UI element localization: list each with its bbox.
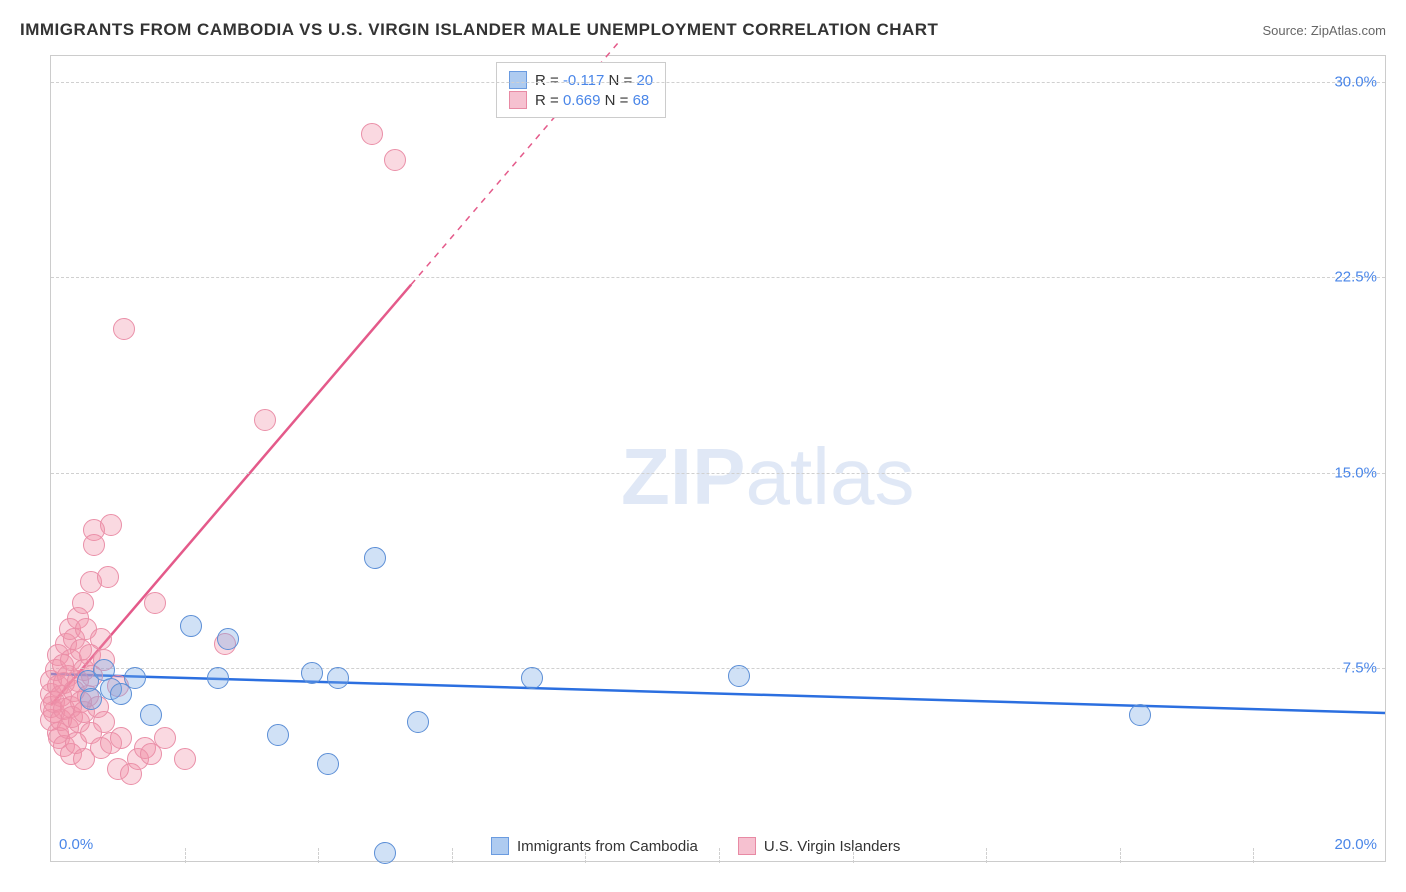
legend-label: Immigrants from Cambodia [517,838,698,855]
data-point-blue [1129,704,1151,726]
data-point-blue [124,667,146,689]
plot-area: ZIPatlas R = -0.117 N = 20 R = 0.669 N = … [51,56,1385,861]
data-point-blue [728,665,750,687]
legend-swatch [738,837,756,855]
gridline-horizontal [51,473,1385,474]
gridline-horizontal [51,82,1385,83]
stats-row: R = 0.669 N = 68 [509,91,653,109]
trend-lines [51,56,1385,861]
data-point-blue [407,711,429,733]
data-point-blue [267,724,289,746]
y-tick-label: 7.5% [1343,659,1377,676]
gridline-horizontal [51,277,1385,278]
data-point-blue [140,704,162,726]
data-point-blue [80,688,102,710]
source-attribution: Source: ZipAtlas.com [1262,23,1386,38]
data-point-pink [384,149,406,171]
data-point-pink [100,514,122,536]
data-point-blue [217,628,239,650]
data-point-blue [180,615,202,637]
gridline-vertical [585,848,586,863]
data-point-blue [317,753,339,775]
y-tick-label: 22.5% [1334,269,1377,286]
data-point-pink [83,534,105,556]
stats-row: R = -0.117 N = 20 [509,71,653,89]
legend-item: U.S. Virgin Islanders [738,837,900,855]
data-point-blue [301,662,323,684]
stats-text: R = 0.669 N = 68 [535,92,649,109]
legend-item: Immigrants from Cambodia [491,837,698,855]
stats-text: R = -0.117 N = 20 [535,72,653,89]
watermark-atlas: atlas [745,432,914,521]
data-point-pink [154,727,176,749]
gridline-vertical [1120,848,1121,863]
chart-container: ZIPatlas R = -0.117 N = 20 R = 0.669 N = … [50,55,1386,862]
watermark-zip: ZIP [621,432,745,521]
gridline-vertical [185,848,186,863]
data-point-pink [97,566,119,588]
data-point-pink [113,318,135,340]
data-point-blue [374,842,396,864]
data-point-blue [521,667,543,689]
watermark: ZIPatlas [621,431,914,523]
legend-label: U.S. Virgin Islanders [764,838,900,855]
gridline-vertical [853,848,854,863]
stats-legend-box: R = -0.117 N = 20 R = 0.669 N = 68 [496,62,666,118]
data-point-blue [364,547,386,569]
data-point-blue [327,667,349,689]
gridline-vertical [452,848,453,863]
gridline-vertical [318,848,319,863]
bottom-legend: Immigrants from Cambodia U.S. Virgin Isla… [491,837,900,855]
gridline-vertical [1253,848,1254,863]
chart-title: IMMIGRANTS FROM CAMBODIA VS U.S. VIRGIN … [20,20,938,40]
gridline-horizontal [51,668,1385,669]
x-axis-end-label: 20.0% [1334,836,1377,853]
data-point-pink [90,628,112,650]
data-point-pink [144,592,166,614]
x-axis-start-label: 0.0% [59,836,93,853]
legend-swatch [491,837,509,855]
y-tick-label: 30.0% [1334,74,1377,91]
gridline-vertical [719,848,720,863]
chart-header: IMMIGRANTS FROM CAMBODIA VS U.S. VIRGIN … [20,20,1386,40]
gridline-vertical [986,848,987,863]
data-point-pink [174,748,196,770]
data-point-pink [361,123,383,145]
data-point-pink [254,409,276,431]
legend-swatch [509,71,527,89]
data-point-pink [72,592,94,614]
y-tick-label: 15.0% [1334,464,1377,481]
data-point-blue [207,667,229,689]
data-point-pink [110,727,132,749]
legend-swatch [509,91,527,109]
